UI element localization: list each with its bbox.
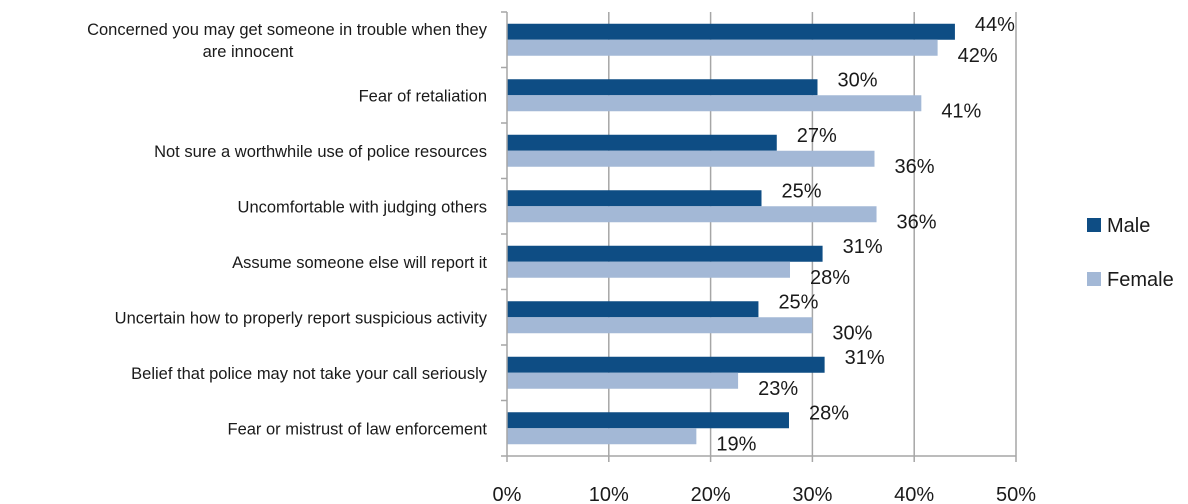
x-tick-label: 0% xyxy=(493,484,522,504)
x-tick-label: 20% xyxy=(691,484,731,504)
bar-female xyxy=(507,39,938,56)
category-label: Uncomfortable with judging others xyxy=(238,198,487,216)
category-labels: Concerned you may get someone in trouble… xyxy=(87,21,488,439)
value-label-male: 25% xyxy=(782,180,822,202)
bar-female xyxy=(507,95,922,112)
value-label-male: 31% xyxy=(843,236,883,258)
category-label: Fear or mistrust of law enforcement xyxy=(227,420,487,438)
legend-swatch-female xyxy=(1087,272,1101,286)
bar-male xyxy=(507,245,823,262)
category-label: Fear of retaliation xyxy=(359,87,487,105)
value-label-female: 36% xyxy=(897,211,937,233)
category-label: Uncertain how to properly report suspici… xyxy=(115,309,488,327)
value-label-male: 30% xyxy=(837,69,877,91)
value-label-male: 27% xyxy=(797,125,837,147)
category-label: Concerned you may get someone in trouble… xyxy=(87,21,488,61)
bar-female xyxy=(507,317,813,334)
x-tick-label: 40% xyxy=(894,484,934,504)
x-tick-label: 30% xyxy=(792,484,832,504)
bar-male xyxy=(507,356,825,373)
bar-female xyxy=(507,261,791,278)
value-label-male: 28% xyxy=(809,402,849,424)
value-label-female: 23% xyxy=(758,378,798,400)
bar-female xyxy=(507,150,875,167)
bar-male xyxy=(507,23,955,40)
value-label-female: 28% xyxy=(810,267,850,289)
value-label-female: 19% xyxy=(716,433,756,455)
axes xyxy=(501,11,1017,462)
bar-male xyxy=(507,301,759,318)
bar-male xyxy=(507,134,777,151)
legend-label-female: Female xyxy=(1107,269,1174,291)
value-label-female: 36% xyxy=(894,156,934,178)
value-label-female: 30% xyxy=(832,322,872,344)
bars xyxy=(507,23,955,445)
legend-swatch-male xyxy=(1087,218,1101,232)
bar-female xyxy=(507,206,877,223)
value-label-male: 44% xyxy=(975,14,1015,36)
bar-male xyxy=(507,412,789,429)
value-label-female: 41% xyxy=(941,100,981,122)
bar-male xyxy=(507,79,818,96)
bar-male xyxy=(507,190,762,207)
value-label-male: 25% xyxy=(778,291,818,313)
x-axis-ticks: 0% 10% 20% 30% 40% 50% xyxy=(493,484,1037,504)
x-tick-label: 10% xyxy=(589,484,629,504)
legend-label-male: Male xyxy=(1107,215,1150,237)
gridlines xyxy=(608,12,1017,456)
category-label: Assume someone else will report it xyxy=(232,254,487,272)
bar-female xyxy=(507,372,739,389)
bar-female xyxy=(507,428,697,445)
x-tick-label: 50% xyxy=(996,484,1036,504)
legend: Male Female xyxy=(1087,215,1174,291)
value-label-female: 42% xyxy=(958,45,998,67)
category-label: Not sure a worthwhile use of police reso… xyxy=(154,143,487,161)
value-labels: 44%42%30%41%27%36%25%36%31%28%25%30%31%2… xyxy=(716,14,1015,456)
value-label-male: 31% xyxy=(845,347,885,369)
category-label: Belief that police may not take your cal… xyxy=(131,365,488,383)
